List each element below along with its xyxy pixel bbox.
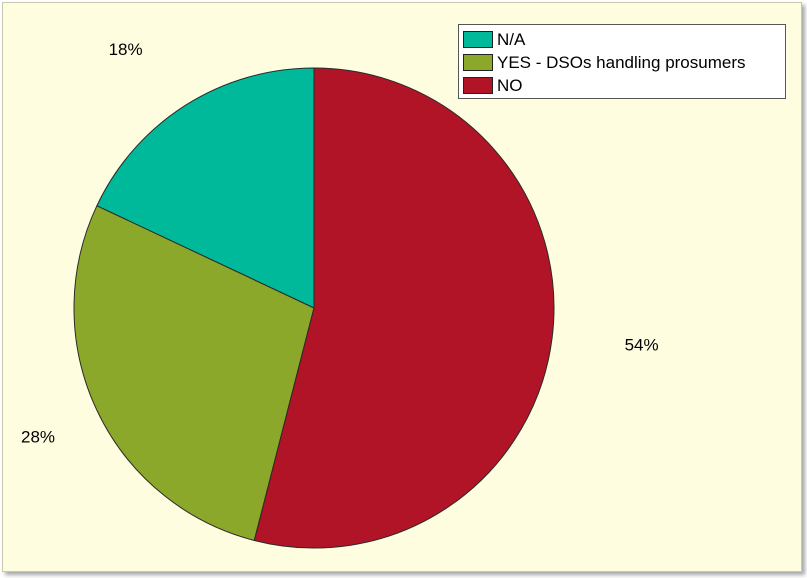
legend-item-no: NO <box>463 74 781 97</box>
slice-labels: 18% 28% 54% <box>21 40 659 446</box>
legend-label-no: NO <box>497 75 523 95</box>
pie-slice-na <box>96 67 315 309</box>
legend-swatch-na <box>463 31 493 48</box>
legend-label-na: N/A <box>497 29 526 49</box>
slice-label-yes: 28% <box>21 427 55 446</box>
pie-slice-no <box>253 67 555 549</box>
pie-slice-yes <box>73 205 315 542</box>
slice-label-na: 18% <box>109 40 143 59</box>
legend-item-na: N/A <box>463 28 781 51</box>
chart-legend: N/A YES - DSOs handling prosumers NO <box>458 24 786 99</box>
legend-label-yes: YES - DSOs handling prosumers <box>497 52 746 72</box>
slice-label-no: 54% <box>625 336 659 355</box>
legend-swatch-yes <box>463 54 493 71</box>
pie-slices <box>73 67 555 549</box>
legend-item-yes: YES - DSOs handling prosumers <box>463 51 781 74</box>
legend-swatch-no <box>463 77 493 94</box>
